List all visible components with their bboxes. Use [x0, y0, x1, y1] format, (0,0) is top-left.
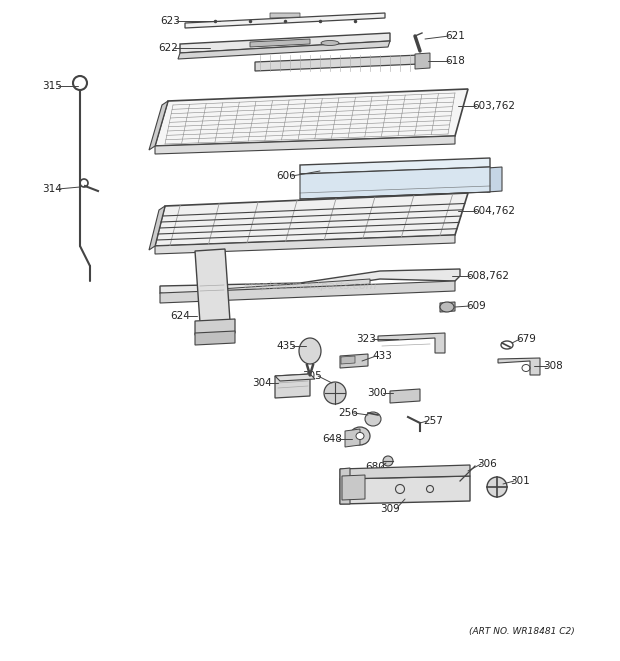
Ellipse shape [440, 302, 454, 312]
Text: 306: 306 [477, 459, 497, 469]
Text: 300: 300 [368, 388, 387, 398]
Text: 257: 257 [423, 416, 443, 426]
Polygon shape [300, 167, 490, 199]
Ellipse shape [321, 40, 339, 46]
Text: 301: 301 [510, 476, 529, 486]
Text: 315: 315 [42, 81, 62, 91]
Text: 308: 308 [543, 361, 563, 371]
Polygon shape [378, 333, 445, 353]
Polygon shape [255, 55, 420, 71]
Polygon shape [340, 354, 368, 368]
Polygon shape [341, 356, 355, 364]
Text: 604,762: 604,762 [472, 206, 515, 216]
Text: 435: 435 [276, 341, 296, 351]
Text: 618: 618 [445, 56, 465, 66]
Text: 624: 624 [170, 311, 190, 321]
Polygon shape [440, 302, 455, 312]
Polygon shape [415, 53, 430, 69]
Ellipse shape [487, 477, 507, 497]
Polygon shape [250, 39, 310, 47]
Ellipse shape [324, 382, 346, 404]
Ellipse shape [383, 456, 393, 466]
Polygon shape [180, 33, 390, 53]
Text: 305: 305 [303, 371, 322, 381]
Text: 609: 609 [466, 301, 485, 311]
Polygon shape [185, 13, 385, 28]
Ellipse shape [356, 432, 364, 440]
Polygon shape [340, 468, 350, 504]
Polygon shape [220, 279, 370, 294]
Text: 648: 648 [322, 434, 342, 444]
Text: 622: 622 [158, 43, 178, 53]
Polygon shape [300, 158, 490, 174]
Ellipse shape [365, 412, 381, 426]
Text: 679: 679 [516, 334, 536, 344]
Ellipse shape [299, 338, 321, 364]
Polygon shape [340, 465, 470, 479]
Polygon shape [487, 167, 502, 192]
Text: 304: 304 [252, 378, 272, 388]
Polygon shape [195, 319, 235, 335]
Polygon shape [155, 235, 455, 254]
Text: 606: 606 [277, 171, 296, 181]
Polygon shape [270, 13, 300, 18]
Polygon shape [155, 89, 468, 146]
Polygon shape [160, 281, 455, 303]
Polygon shape [195, 331, 235, 345]
Polygon shape [195, 249, 230, 323]
Polygon shape [345, 429, 360, 447]
Text: 623: 623 [160, 16, 180, 26]
Polygon shape [275, 374, 310, 398]
Text: (ART NO. WR18481 C2): (ART NO. WR18481 C2) [469, 627, 575, 636]
Text: 608,762: 608,762 [466, 271, 509, 281]
Polygon shape [155, 193, 468, 246]
Polygon shape [340, 476, 470, 504]
Polygon shape [390, 389, 420, 403]
Text: 309: 309 [380, 504, 400, 514]
Text: 433: 433 [372, 351, 392, 361]
Text: 680: 680 [365, 462, 385, 472]
Text: 256: 256 [338, 408, 358, 418]
Text: 323: 323 [356, 334, 376, 344]
Ellipse shape [350, 427, 370, 445]
Polygon shape [498, 358, 540, 375]
Polygon shape [155, 136, 455, 154]
Text: 621: 621 [445, 31, 465, 41]
Polygon shape [275, 374, 315, 381]
Polygon shape [178, 41, 390, 59]
Polygon shape [149, 206, 165, 250]
Text: 603,762: 603,762 [472, 101, 515, 111]
Polygon shape [149, 101, 168, 150]
Polygon shape [342, 475, 365, 500]
Text: 314: 314 [42, 184, 62, 194]
Polygon shape [160, 269, 460, 299]
Text: ereplacementparts.com: ereplacementparts.com [243, 281, 377, 291]
